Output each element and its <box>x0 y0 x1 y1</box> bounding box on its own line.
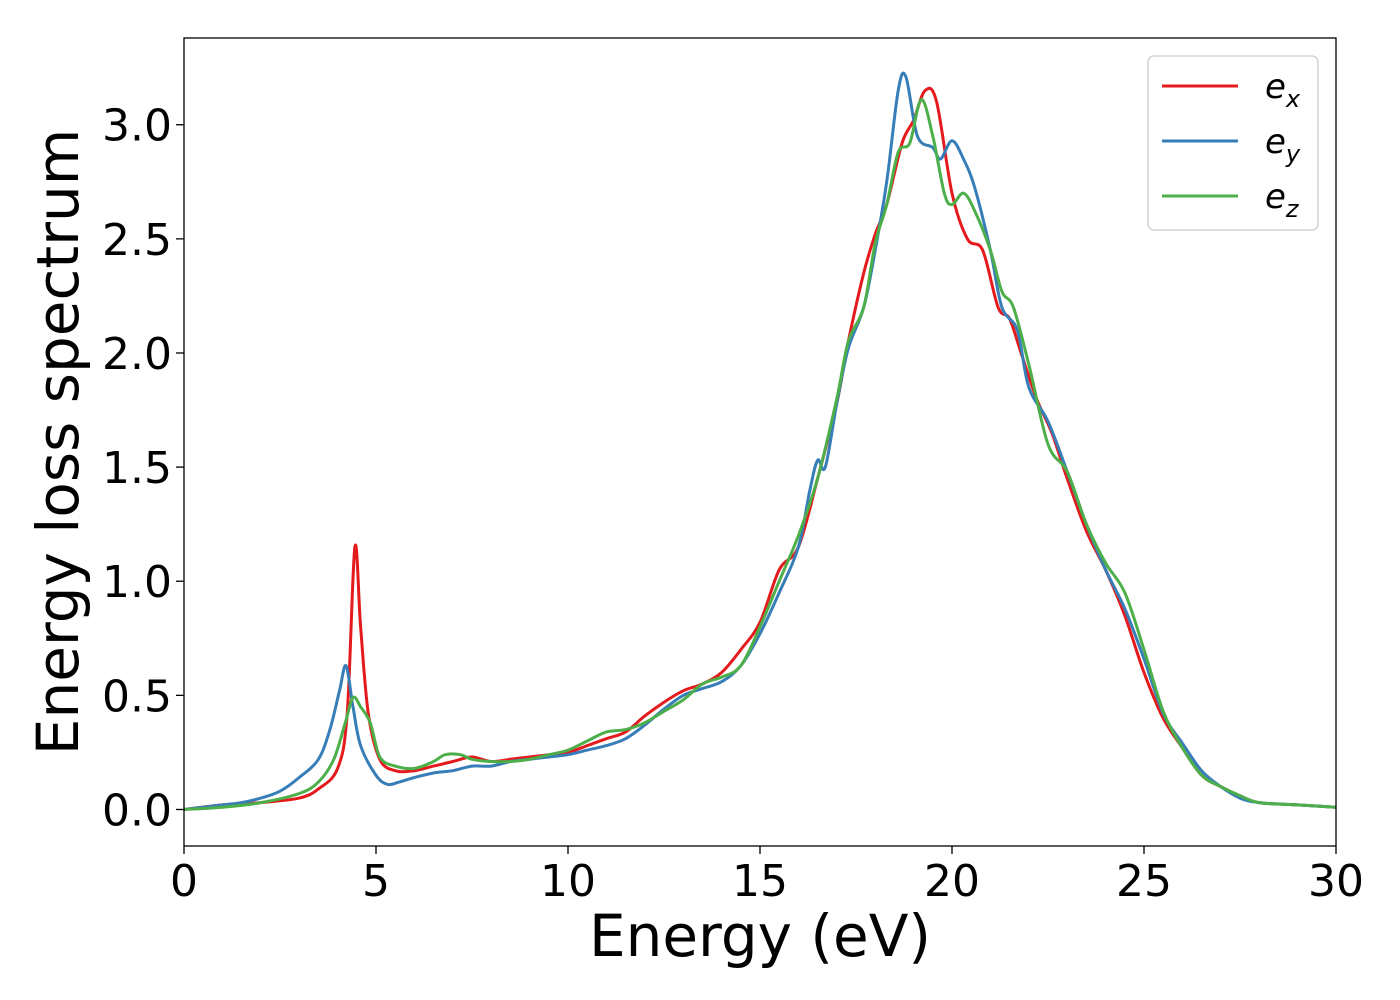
y-tick-label: 2.5 <box>102 215 172 266</box>
y-tick-label: 2.0 <box>102 329 172 380</box>
x-axis-label: Energy (eV) <box>589 902 931 970</box>
x-tick-label: 20 <box>924 856 980 907</box>
series-line-z <box>183 98 1337 811</box>
y-tick-label: 1.0 <box>102 557 172 608</box>
x-tick-label: 5 <box>362 856 390 907</box>
series-layer <box>183 71 1337 811</box>
x-tick-label: 25 <box>1116 856 1172 907</box>
y-tick-label: 0.0 <box>102 785 172 836</box>
x-tick-label: 15 <box>732 856 788 907</box>
y-tick-label: 3.0 <box>102 101 172 152</box>
x-axis-ticks: 0 5 10 15 20 25 30 <box>170 846 1364 907</box>
legend-box <box>1147 55 1319 231</box>
x-tick-label: 0 <box>170 856 198 907</box>
x-tick-label: 10 <box>540 856 596 907</box>
plot-background <box>184 38 1336 846</box>
y-tick-label: 0.5 <box>102 671 172 722</box>
y-axis-ticks: 0.0 0.5 1.0 1.5 2.0 2.5 3.0 <box>102 101 184 836</box>
y-tick-label: 1.5 <box>102 443 172 494</box>
x-tick-label: 30 <box>1308 856 1364 907</box>
y-axis-label: Energy loss spectrum <box>24 129 92 755</box>
